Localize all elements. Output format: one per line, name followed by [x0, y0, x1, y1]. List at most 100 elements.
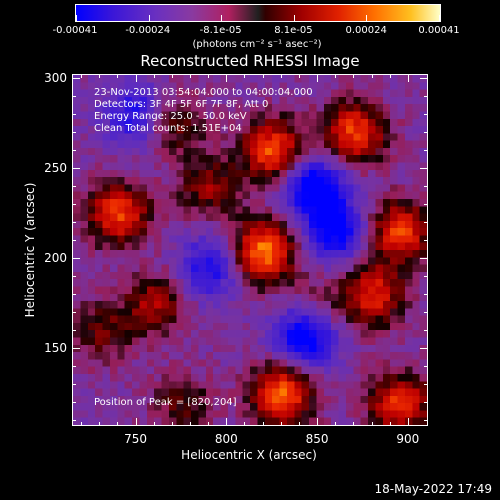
x-tick-top — [262, 75, 264, 78]
colorbar-tick-label: 0.00041 — [418, 25, 460, 36]
y-tick-right — [424, 276, 427, 278]
colorbar-tick — [221, 15, 223, 21]
x-tick-top — [298, 75, 300, 78]
x-tick-bottom — [407, 418, 409, 425]
info-clean-counts: Clean Total counts: 1.51E+04 — [94, 123, 242, 134]
colorbar — [75, 4, 441, 22]
x-tick-top — [99, 75, 101, 78]
x-tick-bottom — [190, 422, 191, 425]
y-tick-left — [73, 185, 76, 187]
x-tick-top — [117, 75, 119, 78]
heatmap-plot-area — [72, 74, 428, 426]
colorbar-tick — [293, 15, 295, 21]
info-peak-position: Position of Peak = [820,204] — [94, 397, 237, 408]
x-tick-bottom — [226, 418, 228, 425]
y-tick-right — [424, 402, 427, 404]
x-tick-bottom — [153, 422, 155, 425]
y-tick-left — [73, 203, 76, 205]
y-tick-right — [424, 221, 427, 223]
y-tick-label: 200 — [44, 251, 67, 266]
colorbar-tick-label: -0.00024 — [125, 25, 171, 36]
y-tick-left — [73, 384, 76, 386]
y-tick-right — [424, 366, 427, 368]
y-tick-label: 300 — [44, 70, 67, 85]
y-tick-left — [73, 420, 76, 422]
x-tick-bottom — [389, 422, 391, 425]
y-tick-right — [424, 294, 427, 296]
y-tick-right — [420, 348, 427, 350]
x-tick-bottom — [171, 422, 173, 425]
y-tick-left — [73, 149, 76, 151]
x-tick-bottom — [117, 422, 119, 425]
colorbar-tick-label: -8.1e-05 — [199, 25, 242, 36]
y-tick-left — [73, 113, 76, 115]
colorbar-tick-label: 0.00024 — [345, 25, 387, 36]
x-tick-bottom — [353, 422, 355, 425]
y-tick-left — [73, 131, 76, 133]
y-tick-left — [73, 221, 76, 223]
y-tick-label: 150 — [44, 341, 67, 356]
y-tick-right — [424, 384, 427, 386]
y-tick-right — [424, 203, 427, 205]
x-tick-bottom — [244, 422, 246, 425]
colorbar-tick — [439, 15, 440, 21]
y-tick-right — [420, 258, 427, 260]
colorbar-tick-label: 8.1e-05 — [274, 25, 313, 36]
x-tick-label: 850 — [305, 432, 329, 446]
x-tick-bottom — [371, 422, 373, 425]
y-tick-left — [73, 294, 76, 296]
y-tick-right — [424, 185, 427, 187]
x-tick-bottom — [262, 422, 264, 425]
y-tick-right — [420, 167, 427, 169]
x-tick-bottom — [135, 418, 137, 425]
colorbar-tick — [148, 15, 150, 21]
colorbar-tick — [366, 15, 368, 21]
y-tick-right — [424, 95, 427, 97]
info-detectors: Detectors: 3F 4F 5F 6F 7F 8F, Att 0 — [94, 99, 269, 110]
x-tick-top — [226, 75, 228, 82]
x-tick-top — [135, 75, 137, 82]
info-time-range: 23-Nov-2013 03:54:04.000 to 04:00:04.000 — [94, 87, 313, 98]
x-tick-bottom — [280, 422, 282, 425]
x-tick-top — [244, 75, 246, 78]
x-tick-top — [389, 75, 391, 78]
y-axis-label: Heliocentric Y (arcsec) — [23, 182, 37, 318]
date-stamp: 18-May-2022 17:49 — [374, 482, 492, 496]
y-tick-right — [424, 239, 427, 241]
x-tick-top — [190, 75, 191, 78]
x-axis-label: Heliocentric X (arcsec) — [181, 448, 317, 462]
y-tick-left — [73, 258, 80, 260]
x-tick-label: 800 — [214, 432, 238, 446]
x-tick-top — [353, 75, 355, 78]
x-tick-bottom — [317, 418, 319, 425]
y-tick-right — [424, 420, 427, 422]
x-tick-label: 900 — [396, 432, 420, 446]
y-tick-right — [424, 131, 427, 133]
x-tick-top — [407, 75, 409, 82]
x-tick-top — [81, 75, 83, 78]
y-tick-right — [424, 330, 427, 332]
y-tick-right — [424, 312, 427, 314]
y-tick-right — [420, 77, 427, 79]
x-tick-top — [335, 75, 337, 78]
heatmap-image — [73, 75, 427, 425]
y-tick-label: 250 — [44, 160, 67, 175]
x-tick-bottom — [81, 422, 83, 425]
info-energy-range: Energy Range: 25.0 - 50.0 keV — [94, 111, 247, 122]
x-tick-top — [208, 75, 210, 78]
y-tick-left — [73, 95, 76, 97]
chart-title: Reconstructed RHESSI Image — [140, 52, 360, 70]
x-tick-top — [280, 75, 282, 78]
colorbar-units: (photons cm⁻² s⁻¹ asec⁻²) — [192, 39, 322, 50]
y-tick-left — [73, 312, 76, 314]
x-tick-label: 750 — [124, 432, 147, 446]
y-tick-left — [73, 348, 80, 350]
y-tick-left — [73, 239, 76, 241]
y-tick-left — [73, 366, 76, 368]
x-tick-top — [153, 75, 155, 78]
y-tick-left — [73, 402, 76, 404]
y-tick-right — [424, 113, 427, 115]
y-tick-left — [73, 276, 76, 278]
y-tick-left — [73, 77, 80, 79]
y-tick-left — [73, 167, 80, 169]
